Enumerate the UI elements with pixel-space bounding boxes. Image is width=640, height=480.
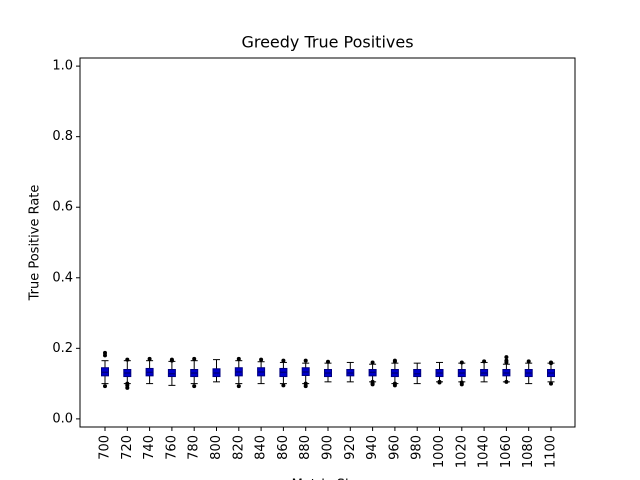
y-axis-label: True Positive Rate xyxy=(28,185,43,302)
x-axis-label: Matrix Size xyxy=(292,478,364,480)
flier xyxy=(281,358,286,363)
flier xyxy=(303,358,308,363)
x-tick-label: 920 xyxy=(343,435,358,460)
y-tick-label: 0.8 xyxy=(52,129,73,144)
flier xyxy=(103,384,107,389)
x-tick-label: 1080 xyxy=(521,435,536,468)
flier xyxy=(370,382,375,387)
x-tick-label: 1020 xyxy=(454,435,469,468)
y-tick-label: 0.6 xyxy=(52,200,73,215)
y-tick-label: 0.4 xyxy=(52,270,73,285)
flier xyxy=(392,383,397,388)
flier xyxy=(125,385,130,390)
x-tick-label: 1000 xyxy=(432,435,447,468)
x-tick-label: 760 xyxy=(164,435,179,460)
x-tick-label: 980 xyxy=(410,435,425,460)
flier xyxy=(303,384,308,389)
flier xyxy=(504,355,509,360)
flier xyxy=(326,359,330,364)
y-tick-label: 0.0 xyxy=(52,411,73,426)
flier xyxy=(236,384,241,389)
x-tick-label: 1100 xyxy=(544,435,559,468)
flier xyxy=(504,379,509,384)
flier xyxy=(259,357,264,362)
x-tick-label: 880 xyxy=(298,435,313,460)
x-tick-label: 840 xyxy=(254,435,269,460)
x-tick-label: 700 xyxy=(98,435,113,460)
x-tick-label: 780 xyxy=(187,435,202,460)
plot-frame xyxy=(79,57,576,428)
y-tick-label: 1.0 xyxy=(52,59,73,74)
chart-title: Greedy True Positives xyxy=(241,33,413,52)
flier xyxy=(437,380,442,385)
flier xyxy=(482,359,487,364)
flier xyxy=(459,382,464,387)
flier xyxy=(549,361,553,366)
flier xyxy=(504,360,509,365)
flier xyxy=(392,359,397,364)
x-tick-label: 860 xyxy=(276,435,291,460)
flier xyxy=(147,356,152,361)
x-tick-label: 900 xyxy=(321,435,336,460)
flier xyxy=(125,357,130,362)
x-tick-label: 740 xyxy=(142,435,157,460)
flier xyxy=(281,383,286,388)
flier xyxy=(526,359,531,364)
y-tick-label: 0.2 xyxy=(52,341,73,356)
x-tick-label: 720 xyxy=(120,435,135,460)
flier xyxy=(103,350,107,355)
flier xyxy=(459,360,464,365)
flier xyxy=(192,356,197,361)
flier xyxy=(549,381,553,386)
flier xyxy=(236,356,241,361)
flier xyxy=(370,360,375,365)
flier xyxy=(192,384,197,389)
x-tick-label: 940 xyxy=(365,435,380,460)
x-tick-label: 820 xyxy=(231,435,246,460)
x-tick-label: 1060 xyxy=(499,435,514,468)
x-tick-label: 960 xyxy=(387,435,402,460)
x-tick-label: 1040 xyxy=(477,435,492,468)
x-tick-label: 800 xyxy=(209,435,224,460)
flier xyxy=(169,358,174,363)
